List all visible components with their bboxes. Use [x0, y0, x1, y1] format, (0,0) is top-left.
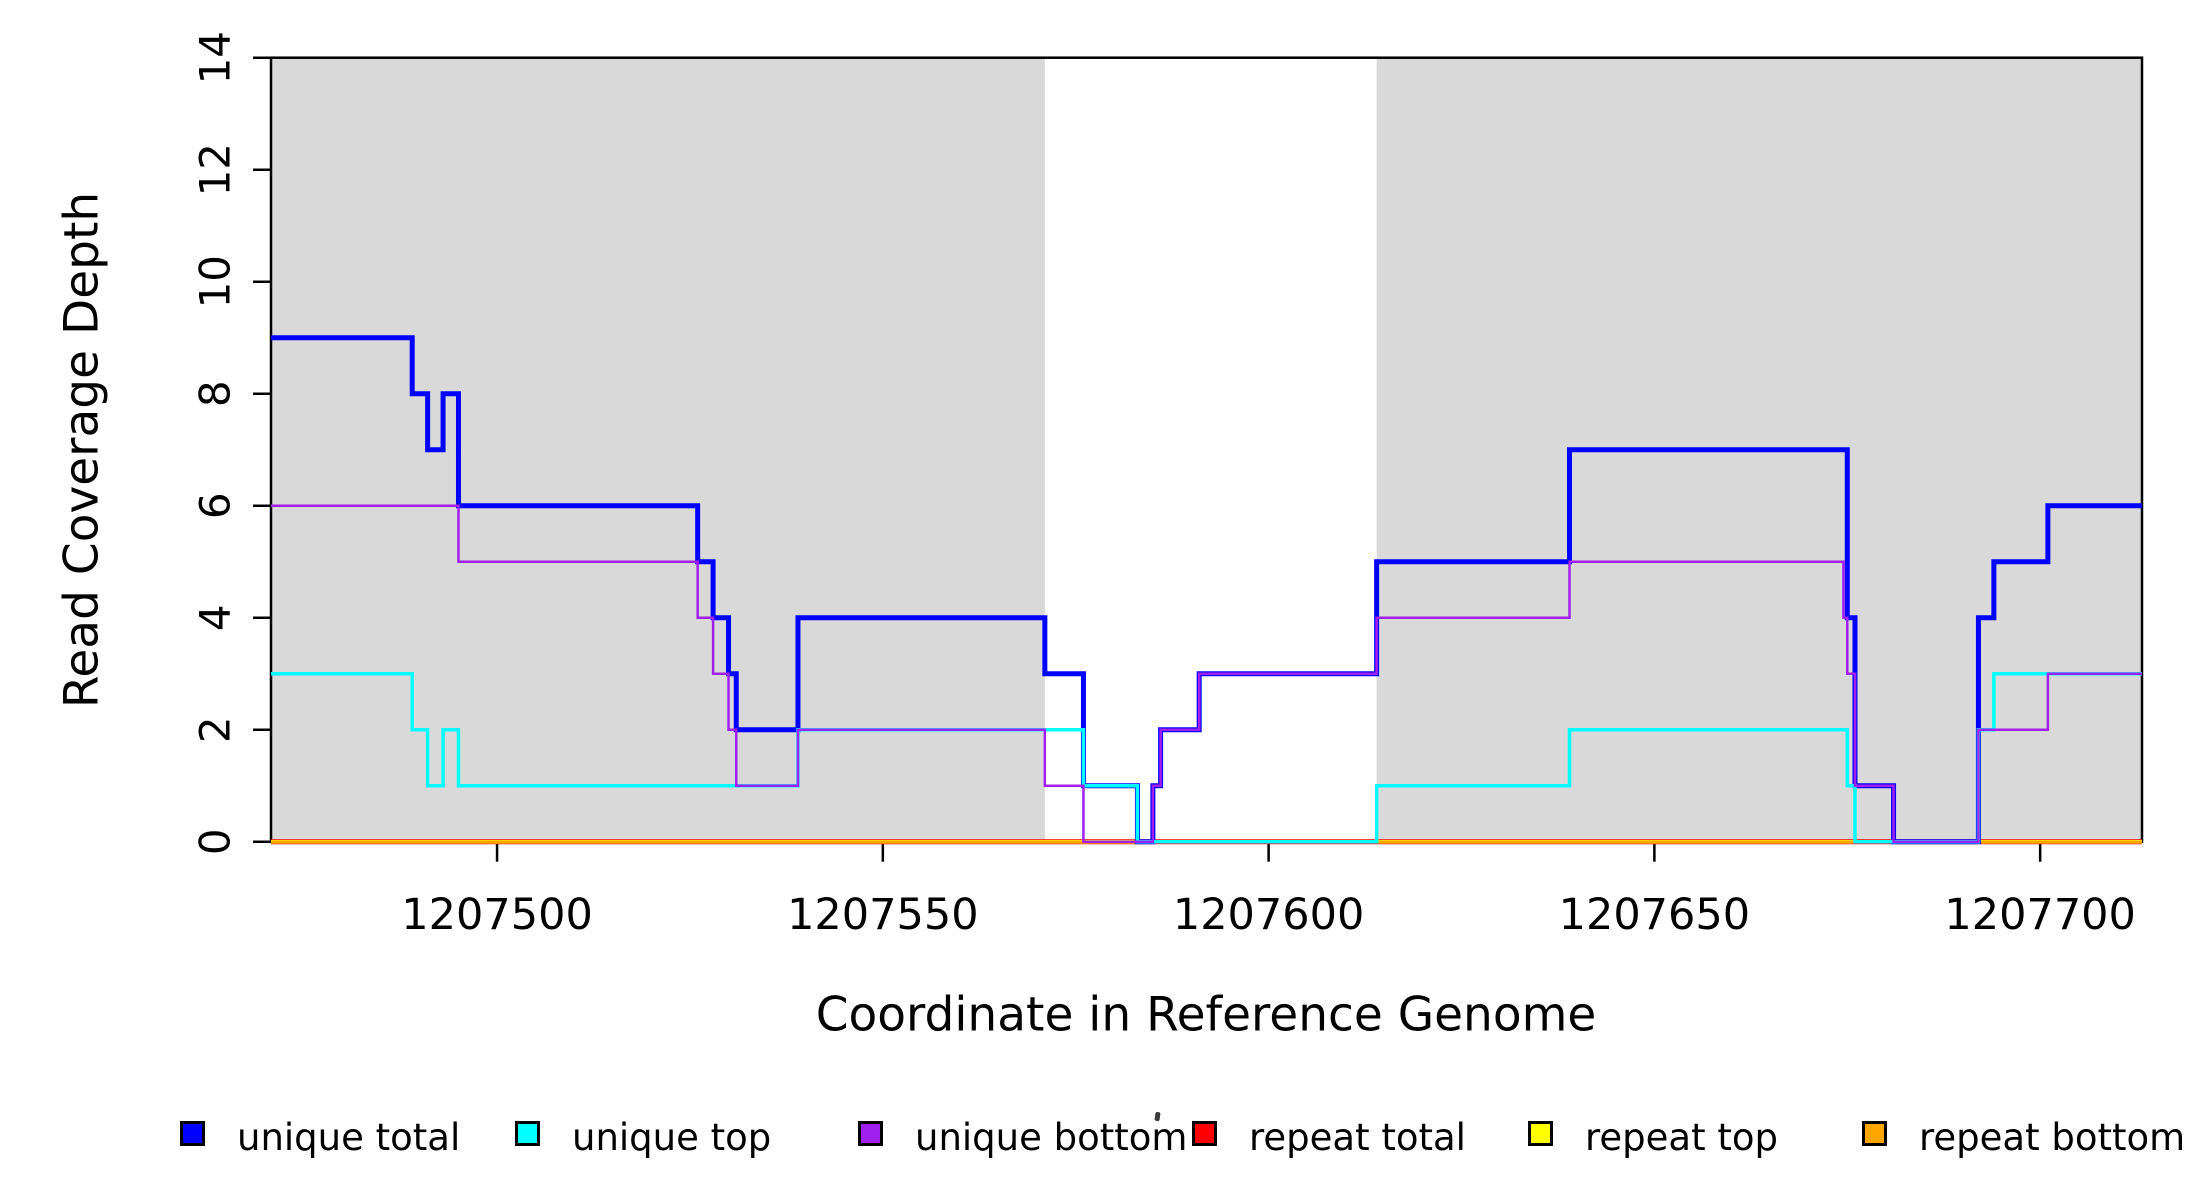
y-tick-label: 4: [191, 604, 240, 631]
y-tick-label: 8: [191, 380, 240, 407]
x-axis-title: Coordinate in Reference Genome: [815, 987, 1597, 1043]
y-tick-label: 14: [191, 31, 240, 84]
y-tick-label: 10: [191, 255, 240, 308]
x-tick-label: 1207650: [1559, 890, 1751, 940]
shaded-region: [271, 57, 1045, 842]
y-tick-label: 0: [191, 828, 240, 855]
y-tick-label: 12: [191, 143, 240, 196]
x-tick-label: 1207600: [1173, 890, 1365, 940]
y-tick-label: 2: [191, 716, 240, 743]
x-tick-label: 1207550: [787, 890, 979, 940]
series-unique-bottom-line: [271, 504, 2142, 843]
x-tick-label: 1207700: [1944, 890, 2136, 940]
x-tick-label: 1207500: [401, 890, 593, 940]
y-axis-title: Read Coverage Depth: [54, 191, 110, 709]
y-tick-label: 6: [191, 492, 240, 519]
